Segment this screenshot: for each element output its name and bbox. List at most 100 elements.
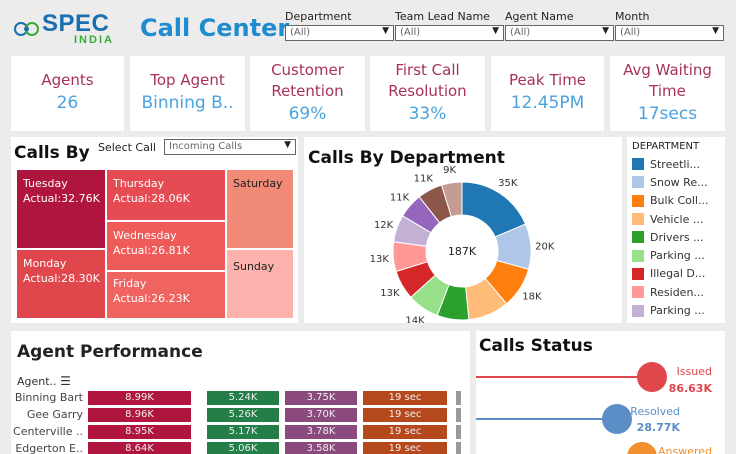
donut-slice[interactable]	[440, 181, 463, 218]
team-lead-dropdown[interactable]: (All) ▼	[395, 25, 504, 41]
dropdown-arrow-icon: ▼	[382, 26, 389, 36]
legend-label: Bulk Coll...	[650, 194, 709, 208]
legend-item[interactable]: Vehicle ...	[632, 210, 725, 228]
metric-cell[interactable]: 5.17K	[207, 425, 279, 439]
calls-by-department-panel: Calls By Department 35K20K18K18K14K14K13…	[304, 137, 622, 323]
metric-cell[interactable]: 19 sec	[363, 442, 447, 454]
table-row[interactable]: Centerville .. 8.95K 5.17K 3.78K 19 sec	[11, 425, 470, 440]
table-row[interactable]: Binning Bart 8.99K 5.24K 3.75K 19 sec	[11, 391, 470, 406]
metric-cell-extra	[456, 408, 461, 422]
department-legend: DEPARTMENT Streetli... Snow Re... Bulk Col…	[627, 137, 725, 323]
sort-icon[interactable]: ☰	[60, 374, 71, 388]
dropdown-arrow-icon: ▼	[284, 140, 291, 150]
kpi-label: Avg Waiting Time	[623, 61, 712, 100]
status-value: 28.77K	[637, 421, 681, 434]
agent-column-header[interactable]: Agent.. ☰	[17, 374, 71, 388]
calls-by-title: Calls By	[14, 143, 90, 163]
kpi-value: 12.45PM	[510, 93, 585, 113]
month-dropdown[interactable]: (All) ▼	[615, 25, 724, 41]
metric-cell[interactable]: 5.06K	[207, 442, 279, 454]
donut-center-total: 187K	[448, 245, 477, 258]
agent-name-filter: Agent Name (All) ▼	[505, 10, 614, 41]
legend-item[interactable]: Streetli...	[632, 155, 725, 173]
legend-label: Illegal D...	[650, 267, 706, 281]
treemap-cell-saturday[interactable]: Saturday	[226, 169, 294, 249]
metric-cell[interactable]: 3.58K	[285, 442, 357, 454]
legend-item[interactable]: Parking ...	[632, 301, 725, 319]
kpi-value: 69%	[288, 104, 327, 124]
donut-slice-label: 13K	[380, 288, 400, 299]
metric-cell[interactable]: 3.70K	[285, 408, 357, 422]
treemap-cell-sunday[interactable]: Sunday	[226, 249, 294, 319]
legend-swatch	[632, 304, 644, 317]
donut-slice-label: 12K	[374, 220, 394, 231]
calls-by-panel: Calls By Select Call Incoming Calls ▼ Tu…	[11, 137, 298, 323]
legend-item[interactable]: Snow Re...	[632, 173, 725, 191]
status-marker[interactable]	[627, 442, 657, 454]
donut-slice-label: 20K	[535, 241, 555, 252]
legend-label: Residen...	[650, 285, 704, 299]
legend-label: Streetli...	[650, 157, 701, 171]
agent-name-dropdown[interactable]: (All) ▼	[505, 25, 614, 41]
page-title: Call Center	[140, 14, 290, 42]
metric-cell[interactable]: 8.95K	[88, 425, 191, 439]
treemap-cell-thursday[interactable]: Thursday Actual:28.06K	[106, 169, 226, 221]
metric-cell-extra	[456, 425, 461, 439]
month-filter: Month (All) ▼	[615, 10, 724, 41]
donut-slice-label: 11K	[414, 174, 434, 185]
table-row[interactable]: Edgerton E.. 8.64K 5.06K 3.58K 19 sec	[11, 442, 470, 454]
metric-cell[interactable]: 19 sec	[363, 425, 447, 439]
treemap-cell-monday[interactable]: Monday Actual:28.30K	[16, 249, 106, 319]
donut-slice-label: 9K	[443, 165, 456, 176]
legend-item[interactable]: Parking ...	[632, 246, 725, 264]
metric-cell[interactable]: 5.24K	[207, 391, 279, 405]
legend-item[interactable]: Bulk Coll...	[632, 192, 725, 210]
legend-label: Drivers ...	[650, 230, 704, 244]
metric-cell[interactable]: 3.75K	[285, 391, 357, 405]
kpi-value: 26	[56, 93, 79, 113]
calls-by-treemap: Tuesday Actual:32.76K Monday Actual:28.30K…	[16, 169, 294, 319]
calls-status-panel: Calls Status Issued 86.63K Resolved 28.77K A…	[476, 331, 725, 454]
treemap-cell-tuesday[interactable]: Tuesday Actual:32.76K	[16, 169, 106, 249]
metric-cell[interactable]: 8.96K	[88, 408, 191, 422]
donut-slice-label: 35K	[498, 178, 518, 189]
kpi-label: Agents	[41, 71, 94, 89]
kpi-label: Customer Retention	[271, 61, 344, 100]
metric-cell-extra	[456, 442, 461, 454]
department-dropdown[interactable]: (All) ▼	[285, 25, 394, 41]
legend-swatch	[632, 213, 644, 226]
status-label: Answered	[658, 445, 712, 454]
legend-label: Parking ...	[650, 304, 705, 318]
logo-india-text: INDIA	[74, 34, 114, 46]
team-lead-filter: Team Lead Name (All) ▼	[395, 10, 504, 41]
legend-swatch	[632, 249, 644, 262]
kpi-label: First Call Resolution	[388, 61, 467, 100]
metric-cell[interactable]: 5.26K	[207, 408, 279, 422]
status-marker[interactable]	[637, 362, 667, 392]
kpi-value: Binning B..	[141, 93, 234, 113]
legend-label: Snow Re...	[650, 175, 708, 189]
kpi-peak-time: Peak Time 12.45PM	[491, 56, 604, 131]
kpi-value: 33%	[408, 104, 447, 124]
donut-slice-label: 18K	[522, 292, 542, 303]
kpi-agents: Agents 26	[11, 56, 124, 131]
status-marker[interactable]	[602, 404, 632, 434]
metric-cell[interactable]: 8.99K	[88, 391, 191, 405]
metric-cell-extra	[456, 391, 461, 405]
metric-cell[interactable]: 8.64K	[88, 442, 191, 454]
legend-swatch	[632, 267, 644, 280]
table-row[interactable]: Gee Garry 8.96K 5.26K 3.70K 19 sec	[11, 408, 470, 423]
treemap-cell-friday[interactable]: Friday Actual:26.23K	[106, 271, 226, 319]
metric-cell[interactable]: 19 sec	[363, 408, 447, 422]
treemap-cell-wednesday[interactable]: Wednesday Actual:26.81K	[106, 221, 226, 271]
legend-item[interactable]: Drivers ...	[632, 228, 725, 246]
metric-cell[interactable]: 19 sec	[363, 391, 447, 405]
dropdown-arrow-icon: ▼	[602, 26, 609, 36]
legend-item[interactable]: Illegal D...	[632, 265, 725, 283]
filter-label: Agent Name	[505, 10, 574, 23]
legend-item[interactable]: Residen...	[632, 283, 725, 301]
metric-cell[interactable]: 3.78K	[285, 425, 357, 439]
select-call-dropdown[interactable]: Incoming Calls ▼	[164, 139, 296, 155]
legend-swatch	[632, 176, 644, 189]
calls-by-department-title: Calls By Department	[308, 148, 505, 168]
